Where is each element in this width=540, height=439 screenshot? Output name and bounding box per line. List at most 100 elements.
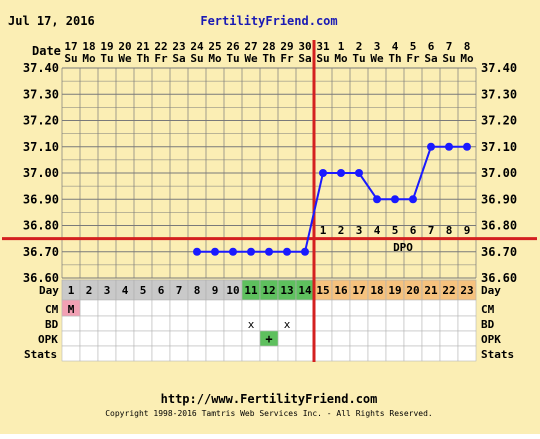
row-cell <box>367 315 387 332</box>
row-cell <box>97 299 117 317</box>
temperature-point <box>391 195 399 204</box>
row-cell <box>403 299 423 317</box>
footer-copyright: Copyright 1998-2016 Tamtris Web Services… <box>105 409 433 418</box>
date-number: 5 <box>410 40 417 53</box>
row-cell <box>439 315 459 332</box>
opk-row-label: OPK <box>38 333 58 346</box>
row-cell <box>115 345 135 362</box>
y-tick-label-right: 37.00 <box>481 166 517 180</box>
row-cell <box>223 330 243 347</box>
date-weekday: Mo <box>82 52 96 65</box>
row-cell <box>259 345 279 362</box>
date-weekday: We <box>118 52 132 65</box>
cycle-day-number: 19 <box>388 284 401 297</box>
row-cell <box>259 299 279 317</box>
y-tick-label: 36.70 <box>23 245 59 259</box>
date-weekday: Mo <box>460 52 474 65</box>
cycle-day-number: 12 <box>262 284 275 297</box>
row-cell <box>133 330 153 347</box>
cycle-day-number: 16 <box>334 284 348 297</box>
row-cell <box>241 299 261 317</box>
cycle-day-number: 3 <box>104 284 111 297</box>
temperature-point <box>355 169 363 177</box>
row-cell <box>313 299 333 317</box>
date-number: 6 <box>428 40 435 53</box>
cycle-day-number: 8 <box>194 284 201 297</box>
date-weekday: Su <box>442 52 455 65</box>
row-cell <box>439 299 459 317</box>
stats-row-label-right: Stats <box>481 348 514 361</box>
row-cell <box>403 330 423 347</box>
cm-row-label: CM <box>45 303 59 316</box>
dpo-number: 7 <box>428 224 435 237</box>
row-cell <box>439 330 459 347</box>
opk-marker: + <box>265 332 272 346</box>
date-weekday: Su <box>316 52 329 65</box>
row-cell <box>115 315 135 332</box>
y-tick-label: 36.80 <box>23 219 59 233</box>
row-cell <box>241 345 261 362</box>
cycle-day-number: 5 <box>140 284 147 297</box>
temperature-point <box>373 195 381 204</box>
row-cell <box>439 345 459 362</box>
date-weekday: We <box>244 52 258 65</box>
temperature-point <box>319 169 327 177</box>
temperature-point <box>193 247 201 256</box>
row-cell <box>223 315 243 332</box>
row-cell <box>295 330 315 347</box>
row-cell <box>385 330 405 347</box>
date-weekday: Sa <box>298 52 311 65</box>
y-tick-label: 37.10 <box>23 140 59 154</box>
row-cell <box>331 345 351 362</box>
row-cell <box>97 315 117 332</box>
row-cell <box>187 315 207 332</box>
date-number: 3 <box>374 40 381 53</box>
date-number: 8 <box>464 40 471 53</box>
temperature-point <box>265 247 273 256</box>
dpo-number: 5 <box>392 224 399 237</box>
row-cell <box>349 299 369 317</box>
row-cell <box>385 315 405 332</box>
date-weekday: Fr <box>406 52 420 65</box>
temperature-point <box>445 142 453 151</box>
temperature-point <box>463 142 471 151</box>
dpo-number: 8 <box>446 224 453 237</box>
y-tick-label-right: 36.90 <box>481 192 517 206</box>
cycle-day-number: 2 <box>86 284 93 297</box>
row-cell <box>151 315 171 332</box>
cycle-day-number: 11 <box>244 284 258 297</box>
row-cell <box>133 315 153 332</box>
row-cell <box>169 315 189 332</box>
cycle-day-number: 7 <box>176 284 183 297</box>
bd-row-label-right: BD <box>481 318 495 331</box>
opk-marker-cell <box>259 330 279 347</box>
cm-marker-cell <box>61 299 81 317</box>
row-cell <box>331 299 351 317</box>
day-row-label-right: Day <box>481 284 501 297</box>
cycle-day-number: 17 <box>352 284 365 297</box>
row-cell <box>295 315 315 332</box>
date-weekday: Th <box>262 52 275 65</box>
row-cell <box>331 315 351 332</box>
row-cell <box>367 345 387 362</box>
row-cell <box>403 345 423 362</box>
row-cell <box>169 345 189 362</box>
date-number: 27 <box>244 40 257 53</box>
date-weekday: Mo <box>208 52 222 65</box>
row-cell <box>421 315 441 332</box>
row-cell <box>169 299 189 317</box>
labels: Jul 17, 2016 FertilityFriend.com Date Da… <box>8 14 514 418</box>
row-cell <box>79 299 99 317</box>
date-number: 30 <box>298 40 311 53</box>
date-weekday: Tu <box>352 52 365 65</box>
date-number: 23 <box>172 40 185 53</box>
cycle-day-number: 22 <box>442 284 455 297</box>
date-number: 19 <box>100 40 113 53</box>
row-cell <box>277 299 297 317</box>
temperature-line <box>197 145 467 253</box>
header-date: Jul 17, 2016 <box>8 14 95 28</box>
row-cell <box>313 330 333 347</box>
